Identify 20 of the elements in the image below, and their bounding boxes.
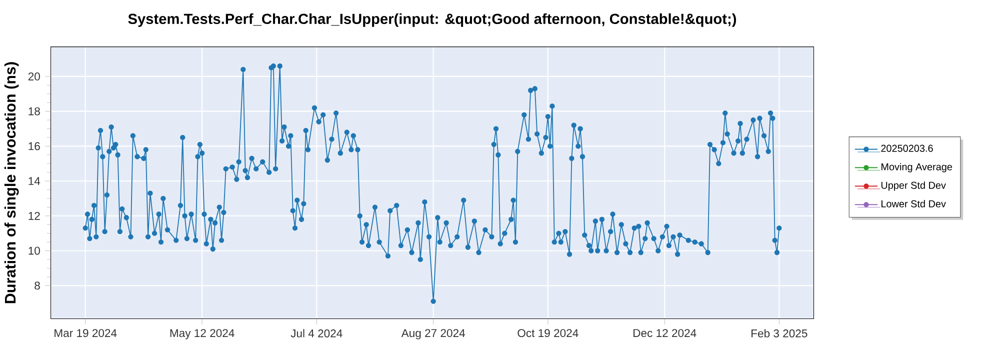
x-tick-label: Mar 19 2024 [54,329,117,338]
x-tick-label: Oct 19 2024 [518,329,578,338]
y-tick-label: 10 [28,246,40,255]
legend-label: 20250203.6 [881,144,933,152]
y-tick-label: 16 [28,142,40,150]
legend-label: Upper Std Dev [881,182,946,191]
y-tick-label: 18 [28,108,40,116]
x-tick-label: Feb 3 2025 [752,329,808,338]
y-tick-label: 12 [28,212,40,220]
x-tick-label: Aug 27 2024 [401,329,466,340]
y-tick-label: 8 [34,282,40,290]
legend-label: Moving Average [881,163,952,172]
y-axis-title: Duration of single invocation (ns) [4,62,19,304]
x-tick-label: Jul 4 2024 [290,329,342,338]
y-tick-label: 14 [28,177,40,186]
y-tick-label: 20 [28,72,40,81]
chart-title: System.Tests.Perf_Char.Char_IsUpper(input: &quot;Good afternoon, Constable!&quot;) [128,14,736,28]
x-tick-label: May 12 2024 [170,329,234,340]
legend-label: Lower Std Dev [881,200,946,208]
x-tick-label: Dec 12 2024 [634,329,696,338]
